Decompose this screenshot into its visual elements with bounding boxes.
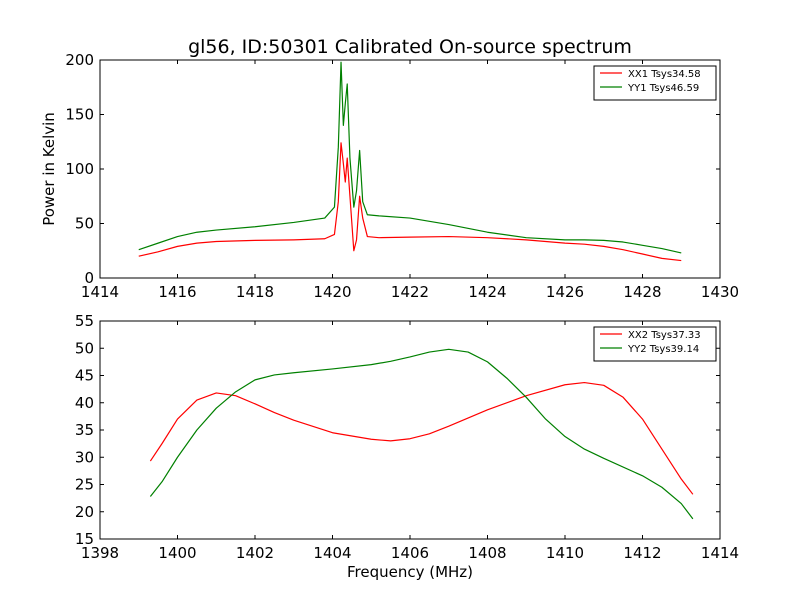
x-tick-label: 1418 (236, 283, 274, 301)
x-tick-label: 1420 (313, 283, 351, 301)
y-tick-label: 55 (75, 312, 94, 330)
y-axis-label: Power in Kelvin (40, 112, 58, 226)
y-tick-label: 25 (75, 476, 94, 494)
x-tick-label: 1408 (468, 544, 506, 562)
x-tick-label: 1406 (391, 544, 429, 562)
x-tick-label: 1400 (158, 544, 196, 562)
x-tick-label: 1416 (158, 283, 196, 301)
legend-entry: YY1 Tsys46.59 (627, 83, 699, 94)
y-tick-label: 150 (65, 106, 94, 124)
y-tick-label: 40 (75, 394, 94, 412)
x-tick-label: 1412 (623, 544, 661, 562)
panel-2: 1398 1400 1402 1404 1406 1408 1410 1412 1414 15 20… (75, 312, 739, 581)
x-tick-label: 1428 (623, 283, 661, 301)
x-tick-label: 1414 (81, 283, 119, 301)
y-tick-label: 100 (65, 160, 94, 178)
legend-box (593, 65, 717, 101)
x-tick-label: 1422 (391, 283, 429, 301)
y-tick-label: 200 (65, 51, 94, 69)
y-tick-label: 35 (75, 421, 94, 439)
legend-1: XX1 Tsys34.58 YY1 Tsys46.59 (593, 65, 717, 101)
legend-entry: YY2 Tsys39.14 (627, 344, 699, 355)
series-line-2-1 (149, 381, 694, 495)
figure-title: gl56, ID:50301 Calibrated On-source spec… (188, 36, 632, 58)
legend-box (593, 326, 717, 362)
y-tick-label: 45 (75, 367, 94, 385)
series-line-2-2 (149, 348, 694, 520)
y-tick-label: 20 (75, 503, 94, 521)
y-tick-label: 30 (75, 448, 94, 466)
x-tick-label: 1426 (546, 283, 584, 301)
x-tick-label: 1424 (468, 283, 506, 301)
y-tick-label: 0 (84, 269, 94, 287)
panel-1: 1414 1416 1418 1420 1422 1424 1426 1428 1430 0 50 1… (40, 51, 739, 301)
panels-group: 1414 1416 1418 1420 1422 1424 1426 1428 14300501… (40, 51, 739, 581)
x-tick-label: 1398 (81, 544, 119, 562)
x-tick-label: 1410 (546, 544, 584, 562)
x-tick-label: 1402 (236, 544, 274, 562)
legend-entry: XX1 Tsys34.58 (628, 69, 701, 80)
legend-2: XX2 Tsys37.33 YY2 Tsys39.14 (593, 326, 717, 362)
y-tick-label: 15 (75, 530, 94, 548)
y-tick-label: 50 (75, 339, 94, 357)
y-tick-label: 50 (75, 215, 94, 233)
x-axis-label: Frequency (MHz) (347, 563, 473, 581)
legend-entry: XX2 Tsys37.33 (628, 330, 701, 341)
x-tick-label: 1430 (701, 283, 739, 301)
series-line-1-2 (138, 61, 682, 254)
x-tick-label: 1404 (313, 544, 351, 562)
series-line-1-1 (138, 142, 682, 262)
x-tick-label: 1414 (701, 544, 739, 562)
